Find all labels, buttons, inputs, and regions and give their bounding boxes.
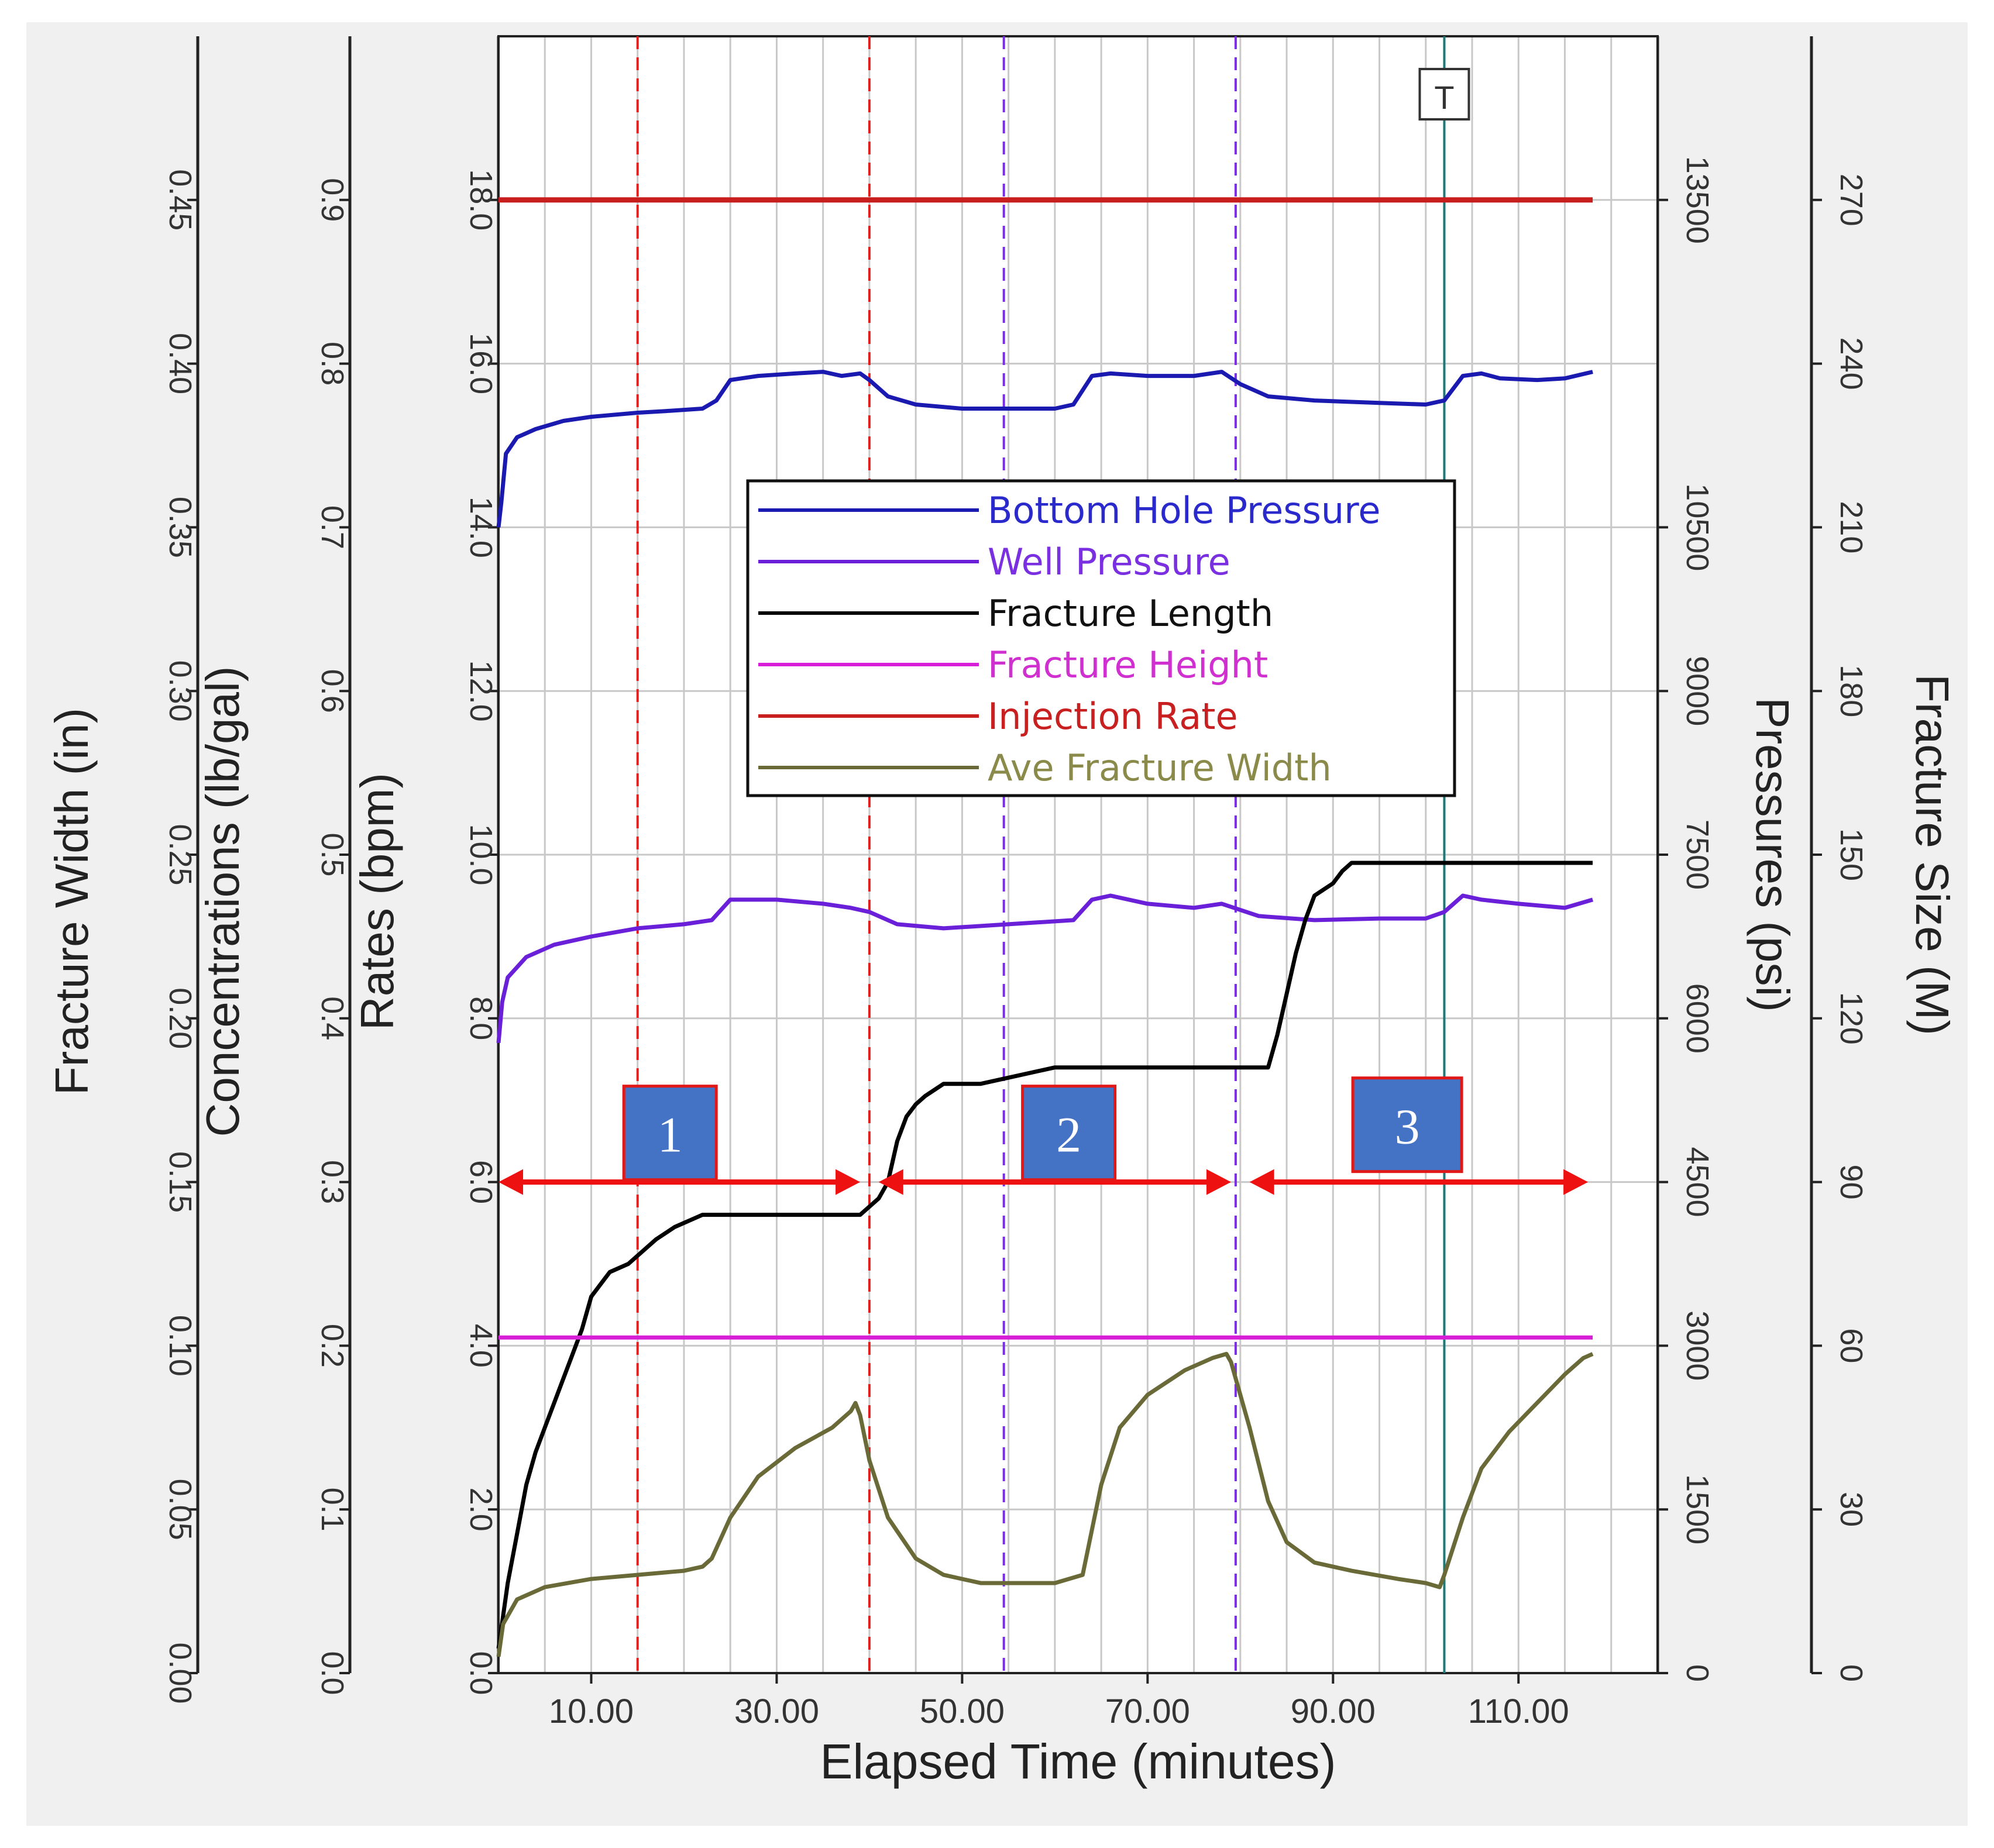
stage-arrow [498, 1169, 861, 1195]
width-tick-label: 0.45 [163, 169, 198, 230]
conc-tick-label: 0.5 [315, 832, 350, 876]
rate-tick-label: 14.0 [463, 497, 498, 558]
stage-box-label: 1 [658, 1107, 683, 1163]
cursor-marker-label: T [1434, 79, 1454, 116]
stage-box-3 [1351, 1076, 1463, 1174]
size-tick-label: 210 [1834, 501, 1869, 553]
rate-tick-label: 16.0 [463, 333, 498, 394]
conc-tick-label: 0.0 [315, 1651, 350, 1695]
stage-box-1 [622, 1085, 718, 1182]
stage-arrow-head-right [1206, 1169, 1231, 1195]
ave-fracture-width-line [496, 1351, 1594, 1657]
stage-arrow-head-right [1563, 1169, 1589, 1195]
conc-tick-label: 0.9 [315, 178, 350, 222]
pressure-tick-label: 0 [1680, 1664, 1715, 1682]
size-tick-label: 240 [1834, 338, 1869, 390]
width-tick-label: 0.30 [163, 660, 198, 722]
stage-box-2 [1021, 1085, 1117, 1182]
rate-axis-title: Rates (bpm) [351, 773, 403, 1030]
stage-arrow [878, 1169, 1231, 1195]
size-tick-label: 270 [1834, 174, 1869, 226]
width-tick-label: 0.35 [163, 497, 198, 558]
width-tick-label: 0.10 [163, 1315, 198, 1376]
legend-label-ave-fracture-width: Ave Fracture Width [988, 746, 1332, 789]
width-tick-label: 0.40 [163, 333, 198, 394]
rate-tick-label: 4.0 [463, 1324, 498, 1368]
width-tick-label: 0.00 [163, 1642, 198, 1704]
rate-tick-label: 8.0 [463, 996, 498, 1040]
well-pressure-line [496, 893, 1594, 1044]
pressure-tick-label: 9000 [1680, 656, 1715, 726]
x-tick-label: 70.00 [1105, 1692, 1190, 1730]
legend-label-fracture-length: Fracture Length [988, 592, 1273, 635]
conc-tick-label: 0.3 [315, 1160, 350, 1204]
width-axis-title: Fracture Width (in) [46, 708, 98, 1095]
size-tick-label: 150 [1834, 828, 1869, 881]
width-tick-label: 0.15 [163, 1151, 198, 1213]
width-tick-label: 0.05 [163, 1479, 198, 1540]
pressure-tick-label: 7500 [1680, 820, 1715, 890]
conc-tick-label: 0.6 [315, 669, 350, 713]
x-tick-label: 50.00 [920, 1692, 1005, 1730]
rate-tick-label: 0.0 [463, 1651, 498, 1695]
pressure-axis-title: Pressures (psi) [1747, 697, 1799, 1012]
pressure-tick-label: 4500 [1680, 1147, 1715, 1217]
bottom-hole-pressure-line [496, 370, 1593, 528]
fracture-length-line [496, 861, 1593, 1649]
pressure-tick-label: 10500 [1680, 483, 1715, 571]
stage-arrow-head-left [878, 1169, 903, 1195]
conc-axis-title: Concentrations (lb/gal) [197, 666, 249, 1137]
rate-tick-label: 6.0 [463, 1160, 498, 1204]
annotations: T 1 2 3 [498, 68, 1589, 1195]
conc-tick-label: 0.7 [315, 505, 350, 549]
x-tick-label: 10.00 [549, 1692, 634, 1730]
size-tick-label: 0 [1834, 1664, 1869, 1682]
stage-arrow-head-left [498, 1169, 523, 1195]
size-tick-label: 90 [1834, 1165, 1869, 1200]
pressure-tick-label: 1500 [1680, 1474, 1715, 1544]
conc-tick-label: 0.1 [315, 1488, 350, 1532]
stage-box-label: 2 [1056, 1107, 1081, 1163]
grid [498, 36, 1658, 1673]
conc-tick-label: 0.8 [315, 342, 350, 386]
legend-label-well-pressure: Well Pressure [988, 541, 1230, 583]
size-tick-label: 60 [1834, 1328, 1869, 1363]
size-tick-label: 120 [1834, 992, 1869, 1045]
legend-label-fracture-height: Fracture Height [988, 643, 1268, 686]
x-tick-label: 30.00 [734, 1692, 819, 1730]
plot-frame [497, 35, 1659, 1674]
rate-tick-label: 10.0 [463, 824, 498, 885]
size-axis-title: Fracture Size (M) [1906, 674, 1958, 1035]
conc-tick-label: 0.2 [315, 1324, 350, 1368]
width-tick-label: 0.20 [163, 987, 198, 1049]
legend-label-bottom-hole-pressure: Bottom Hole Pressure [988, 489, 1381, 532]
legend-label-injection-rate: Injection Rate [988, 695, 1238, 738]
size-tick-label: 30 [1834, 1492, 1869, 1527]
legend: Bottom Hole Pressure Well Pressure Fractur… [746, 479, 1456, 797]
plot-area [496, 35, 1659, 1674]
conc-tick-label: 0.4 [315, 996, 350, 1040]
stage-arrow [1249, 1169, 1589, 1195]
rate-tick-label: 18.0 [463, 169, 498, 230]
pressure-tick-label: 13500 [1680, 156, 1715, 244]
cursor-marker-box [1418, 68, 1470, 121]
size-tick-label: 180 [1834, 665, 1869, 717]
rate-tick-label: 2.0 [463, 1488, 498, 1532]
legend-box [746, 479, 1456, 797]
pressure-tick-label: 3000 [1680, 1310, 1715, 1381]
x-axis-title: Elapsed Time (minutes) [820, 1734, 1336, 1789]
stage-box-label: 3 [1395, 1099, 1420, 1155]
stage-arrow-head-right [836, 1169, 861, 1195]
width-tick-label: 0.25 [163, 824, 198, 885]
pressure-tick-label: 6000 [1680, 983, 1715, 1054]
stage-arrow-head-left [1249, 1169, 1274, 1195]
rate-tick-label: 12.0 [463, 660, 498, 722]
x-tick-label: 110.00 [1468, 1692, 1569, 1730]
x-tick-label: 90.00 [1291, 1692, 1376, 1730]
